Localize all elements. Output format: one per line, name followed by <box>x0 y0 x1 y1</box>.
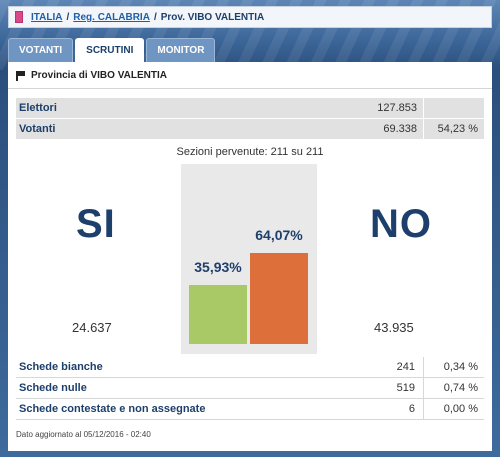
no-votes: 43.935 <box>374 320 414 335</box>
votanti-pct: 54,23 % <box>437 123 478 135</box>
schede-label: Schede nulle <box>19 382 87 394</box>
breadcrumb: ITALIA / Reg. CALABRIA / Prov. VIBO VALE… <box>8 6 492 28</box>
breadcrumb-current: Prov. VIBO VALENTIA <box>160 11 265 23</box>
schede-value: 519 <box>314 377 424 399</box>
schede-pct: 0,74 % <box>443 382 478 394</box>
schede-table: Schede bianche 241 0,34 % Schede nulle 5… <box>16 356 484 420</box>
votanti-label: Votanti <box>19 123 56 135</box>
elettori-value: 127.853 <box>314 97 424 119</box>
elettori-row: Elettori 127.853 <box>16 97 484 119</box>
tab-scrutini[interactable]: SCRUTINI <box>75 38 145 62</box>
breadcrumb-separator: / <box>153 11 157 23</box>
schede-row: Schede contestate e non assegnate 6 0,00… <box>16 398 484 420</box>
votanti-value: 69.338 <box>314 118 424 140</box>
schede-row: Schede bianche 241 0,34 % <box>16 356 484 378</box>
breadcrumb-separator: / <box>66 11 70 23</box>
no-pct-label: 64,07% <box>255 226 303 243</box>
breadcrumb-italia-link[interactable]: ITALIA <box>31 11 63 23</box>
last-updated: Dato aggiornato al 05/12/2016 - 02:40 <box>16 430 151 439</box>
turnout-table: Elettori 127.853 Votanti 69.338 54,23 % <box>16 97 484 140</box>
result-bar-chart: 35,93% 64,07% <box>181 164 317 354</box>
schede-value: 6 <box>314 398 424 420</box>
province-heading: Provincia di VIBO VALENTIA <box>16 70 167 81</box>
schede-label: Schede bianche <box>19 361 103 373</box>
sezioni-pervenute: Sezioni pervenute: 211 su 211 <box>176 146 324 158</box>
si-votes: 24.637 <box>72 320 112 335</box>
results-panel: Provincia di VIBO VALENTIA Elettori 127.… <box>8 62 492 451</box>
votanti-row: Votanti 69.338 54,23 % <box>16 118 484 140</box>
tab-bar: VOTANTI SCRUTINI MONITOR <box>8 38 216 62</box>
tab-monitor[interactable]: MONITOR <box>146 38 216 62</box>
flag-marker-icon <box>16 70 25 81</box>
province-title: Provincia di VIBO VALENTIA <box>31 70 167 81</box>
tab-votanti[interactable]: VOTANTI <box>8 38 74 62</box>
schede-pct: 0,34 % <box>443 361 478 373</box>
no-label: NO <box>370 202 432 246</box>
elettori-label: Elettori <box>19 102 57 114</box>
schede-row: Schede nulle 519 0,74 % <box>16 377 484 399</box>
si-pct-label: 35,93% <box>194 258 242 275</box>
no-bar <box>250 252 308 344</box>
schede-pct: 0,00 % <box>443 403 478 415</box>
flag-icon <box>15 11 23 23</box>
si-label: SI <box>76 202 116 246</box>
breadcrumb-region-link[interactable]: Reg. CALABRIA <box>73 11 150 23</box>
divider <box>8 88 492 89</box>
schede-value: 241 <box>314 356 424 378</box>
schede-label: Schede contestate e non assegnate <box>19 403 206 415</box>
si-bar <box>189 284 247 344</box>
